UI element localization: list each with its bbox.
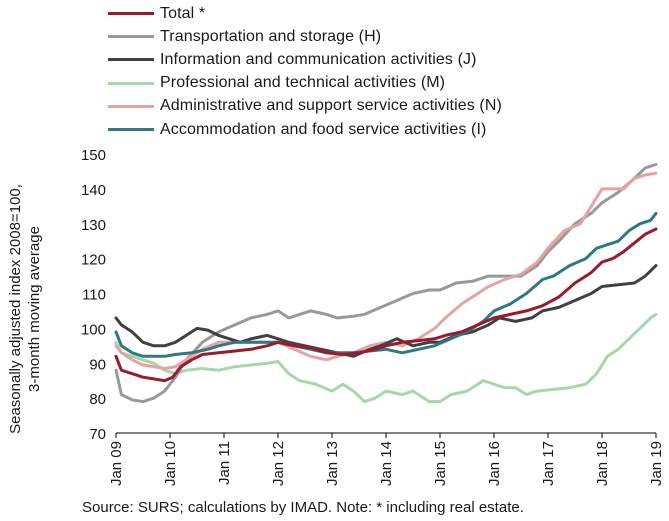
legend-item-total: Total * bbox=[108, 2, 502, 25]
x-tick-label: Jan 15 bbox=[432, 441, 449, 486]
source-note: Source: SURS; calculations by IMAD. Note… bbox=[82, 499, 524, 516]
x-tick-label: Jan 19 bbox=[648, 441, 665, 486]
legend-swatch bbox=[108, 58, 154, 62]
legend-label: Administrative and support service activ… bbox=[160, 97, 502, 115]
legend-item-accommodation: Accommodation and food service activitie… bbox=[108, 118, 502, 141]
series-group bbox=[114, 163, 658, 404]
legend-item-transportation: Transportation and storage (H) bbox=[108, 25, 502, 48]
legend-label: Professional and technical activities (M… bbox=[160, 74, 446, 92]
legend-label: Transportation and storage (H) bbox=[160, 27, 382, 45]
legend-item-information: Information and communication activities… bbox=[108, 48, 502, 71]
legend-label: Accommodation and food service activitie… bbox=[160, 120, 487, 138]
x-tick-label: Jan 10 bbox=[162, 441, 179, 486]
y-tick-label: 70 bbox=[89, 426, 106, 443]
legend-swatch bbox=[108, 12, 154, 16]
x-tick-label: Jan 11 bbox=[216, 441, 233, 485]
x-tick-label: Jan 13 bbox=[324, 441, 341, 486]
series-line-accommodation bbox=[114, 211, 658, 358]
legend-swatch bbox=[108, 128, 154, 132]
legend-label: Information and communication activities… bbox=[160, 50, 477, 68]
x-tick-label: Jan 12 bbox=[270, 441, 287, 486]
legend-swatch bbox=[108, 35, 154, 39]
y-tick-label: 90 bbox=[89, 356, 106, 373]
y-tick-label: 110 bbox=[82, 287, 106, 304]
x-axis: Jan 09 Jan 10 Jan 11 Jan 12 Jan 13 Jan 14 Jan … bbox=[108, 433, 665, 486]
y-tick-label: 150 bbox=[81, 147, 106, 164]
x-tick-label: Jan 16 bbox=[486, 441, 503, 486]
y-tick-label: 140 bbox=[81, 182, 106, 199]
x-tick-label: Jan 09 bbox=[108, 441, 125, 486]
legend-swatch bbox=[108, 81, 154, 85]
legend-label: Total * bbox=[160, 4, 206, 22]
chart-legend: Total * Transportation and storage (H) I… bbox=[108, 2, 502, 141]
x-tick-label: Jan 14 bbox=[378, 441, 395, 486]
series-line-total bbox=[114, 227, 658, 383]
y-tick-label: 80 bbox=[89, 391, 106, 408]
y-tick-label: 120 bbox=[81, 252, 106, 269]
y-tick-label: 100 bbox=[81, 321, 106, 338]
y-tick-label: 130 bbox=[81, 217, 106, 234]
x-tick-label: Jan 18 bbox=[594, 441, 611, 486]
legend-swatch bbox=[108, 104, 154, 108]
series-line-administrative bbox=[114, 171, 658, 370]
series-line-information bbox=[114, 264, 658, 358]
series-line-professional bbox=[114, 312, 658, 404]
legend-item-professional: Professional and technical activities (M… bbox=[108, 72, 502, 95]
legend-item-administrative: Administrative and support service activ… bbox=[108, 95, 502, 118]
x-tick-label: Jan 17 bbox=[540, 441, 557, 486]
y-axis: 70 80 90 100 110 120 130 140 150 bbox=[81, 147, 106, 443]
